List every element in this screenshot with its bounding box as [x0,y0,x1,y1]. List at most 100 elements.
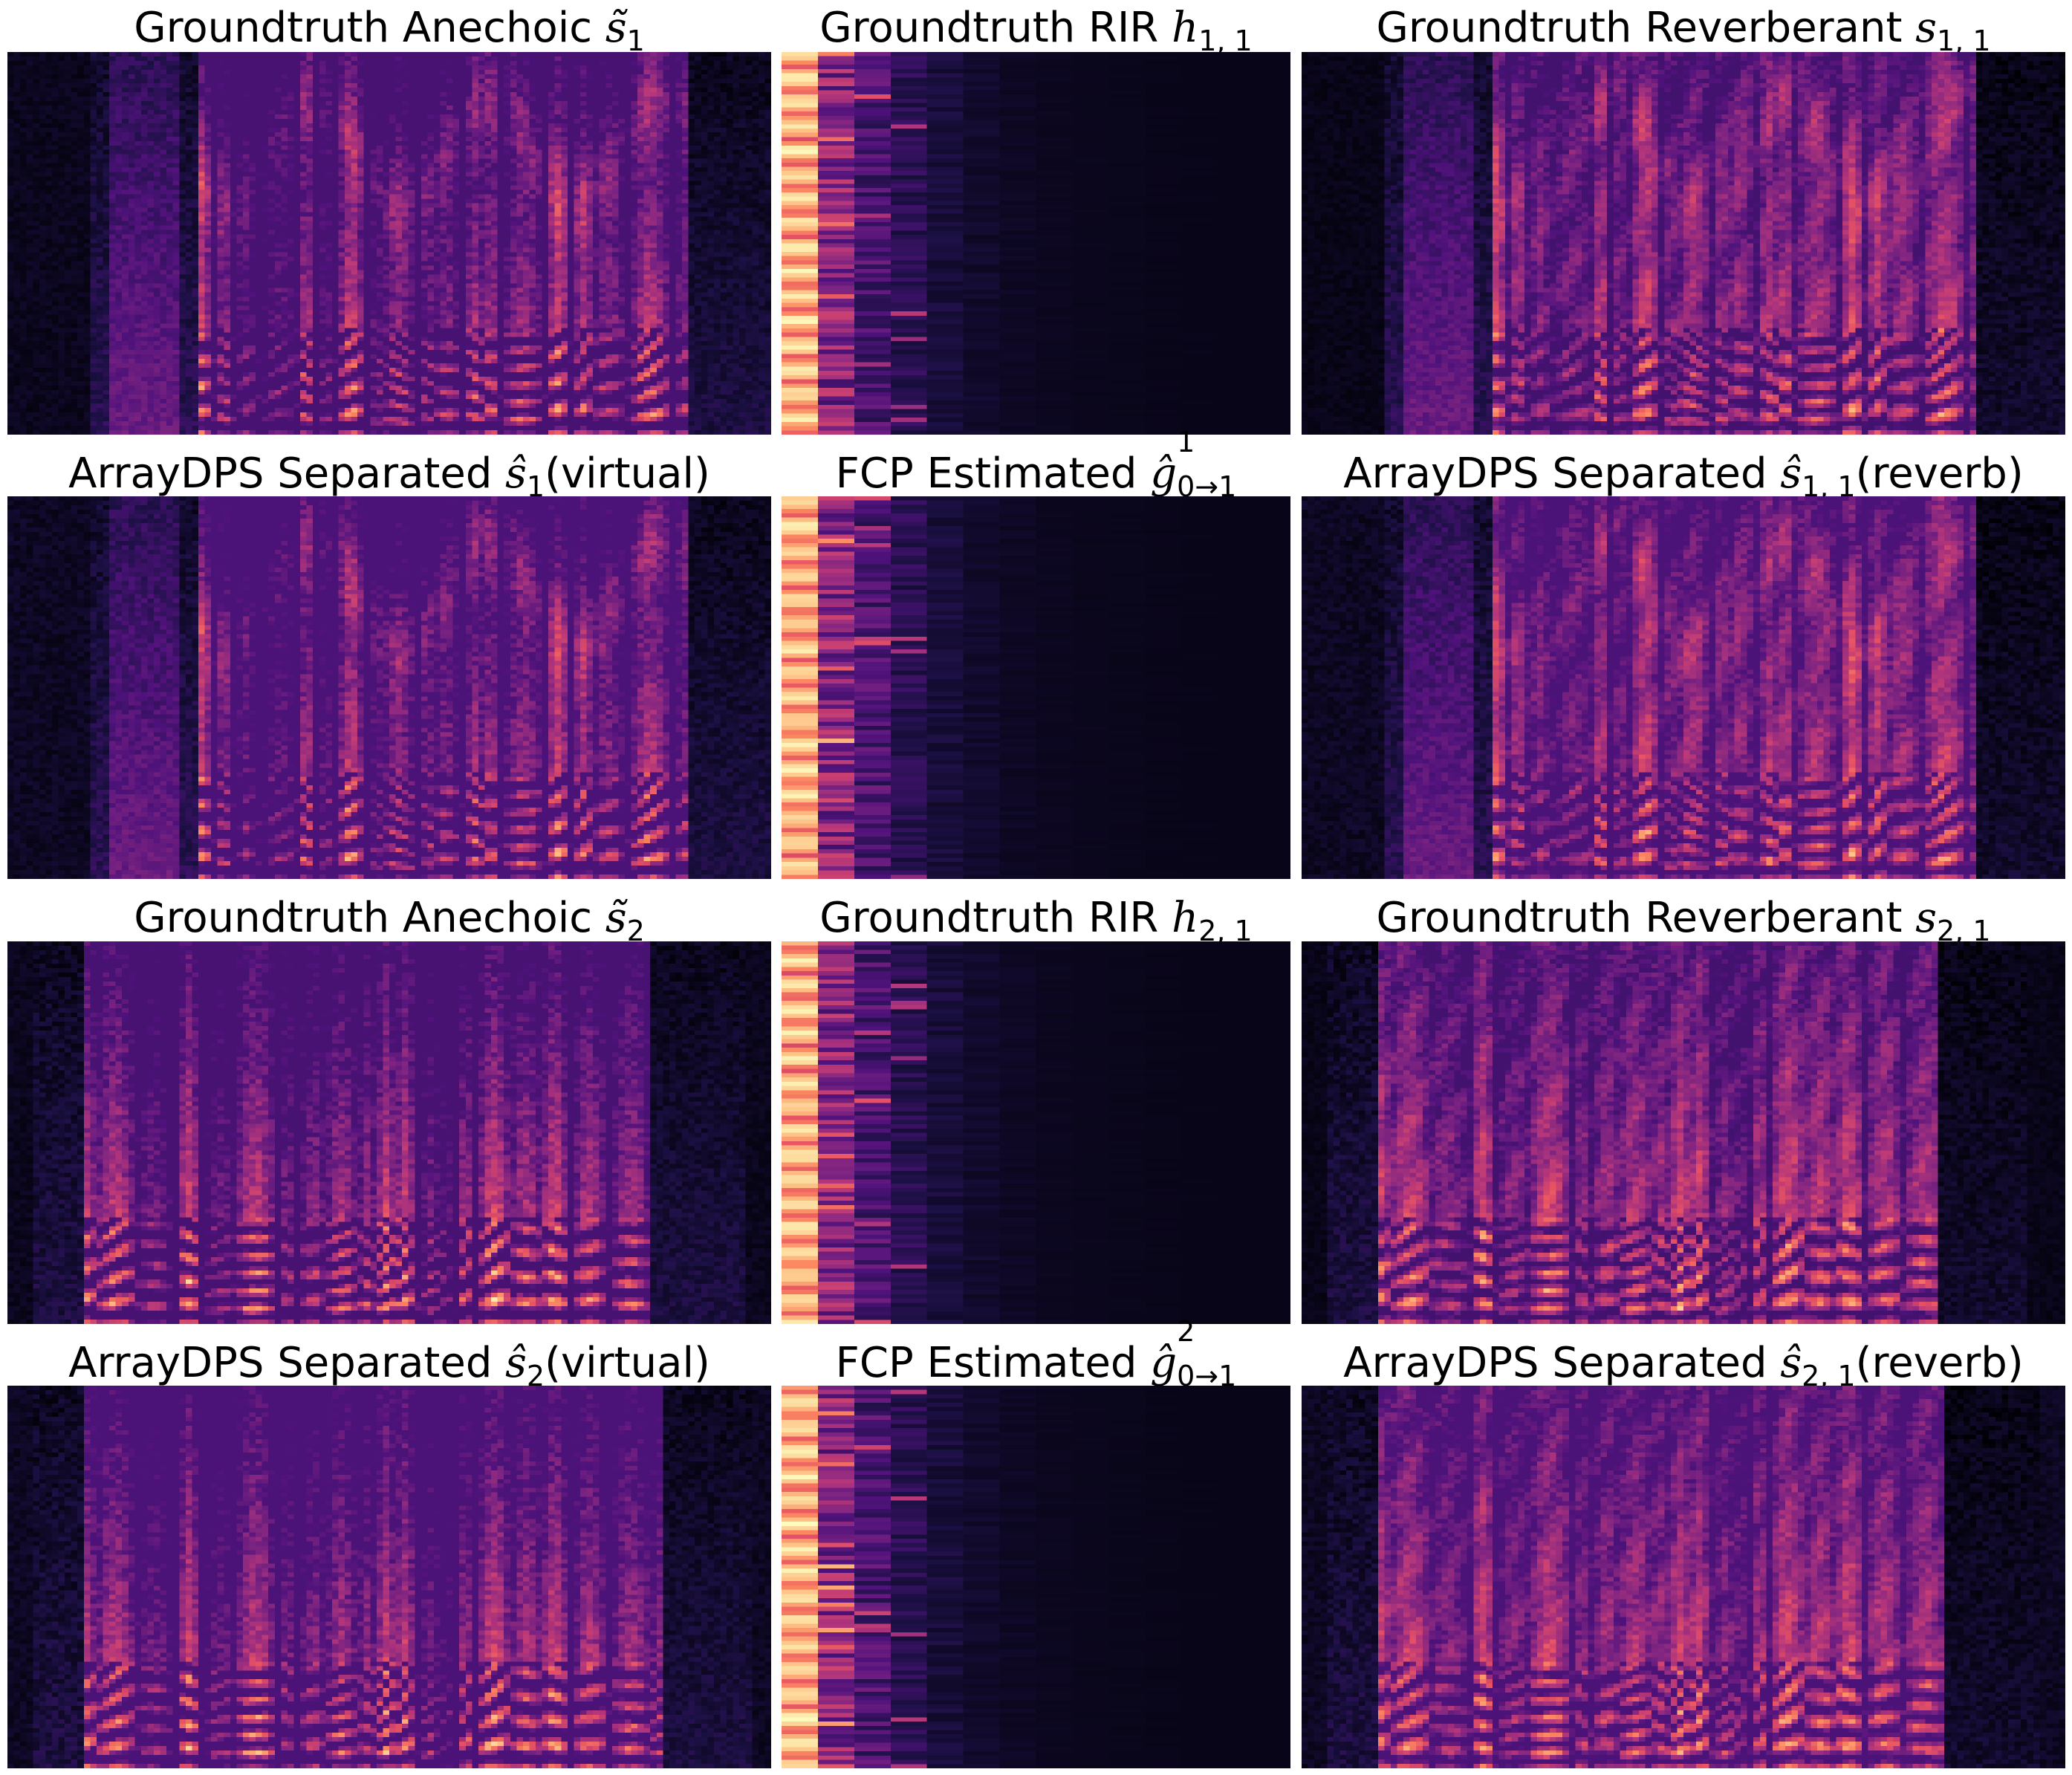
spectrogram-cell [243,168,250,173]
spectrogram-cell [39,52,46,57]
spectrogram-cell [109,283,116,288]
spectrogram-cell [281,265,288,270]
spectrogram-cell [236,350,243,355]
spectrogram-cell [364,155,371,160]
spectrogram-cell [338,421,345,426]
spectrogram-cell [20,56,27,62]
spectrogram-cell [294,296,301,302]
spectrogram-cell [116,172,123,178]
spectrogram-cell [351,88,358,93]
spectrogram-cell [313,172,319,178]
spectrogram-cell [218,110,224,115]
spectrogram-cell [116,186,123,191]
spectrogram-cell [33,74,39,79]
spectrogram-cell [307,221,314,227]
spectrogram-cell [154,221,160,227]
spectrogram-cell [205,368,212,373]
spectrogram-cell [307,395,314,400]
spectrogram-cell [307,377,314,382]
spectrogram-cell [116,97,123,102]
spectrogram-cell [268,288,275,293]
spectrogram-cell [65,123,71,129]
spectrogram-cell [236,83,243,88]
spectrogram-cell [166,403,173,409]
spectrogram-cell [250,363,256,369]
spectrogram-cell [288,88,294,93]
spectrogram-cell [103,310,110,315]
spectrogram-cell [45,114,52,120]
spectrogram-cell [224,101,230,106]
spectrogram-cell [338,390,345,395]
spectrogram-cell [65,252,71,257]
spectrogram-cell [256,270,262,275]
spectrogram-cell [338,239,345,244]
spectrogram-cell [134,359,141,364]
spectrogram-cell [338,386,345,391]
spectrogram-cell [84,305,91,311]
spectrogram-cell [325,408,332,413]
spectrogram-cell [166,377,173,382]
spectrogram-cell [218,345,224,351]
spectrogram-cell [370,310,377,315]
spectrogram-cell [224,195,230,200]
spectrogram-cell [27,61,33,66]
spectrogram-cell [173,345,180,351]
spectrogram-cell [97,395,103,400]
spectrogram-cell [147,288,154,293]
spectrogram-cell [351,114,358,120]
spectrogram-cell [122,52,129,57]
spectrogram-cell [7,381,14,386]
spectrogram-cell [268,181,275,186]
spectrogram-cell [173,283,180,288]
spectrogram-cell [275,265,282,270]
spectrogram-cell [141,261,148,266]
spectrogram-cell [141,159,148,164]
spectrogram-cell [332,279,339,284]
spectrogram-cell [179,417,186,422]
spectrogram-cell [84,97,91,102]
spectrogram-cell [103,408,110,413]
spectrogram-cell [84,186,91,191]
spectrogram-cell [179,359,186,364]
spectrogram-cell [129,247,135,253]
spectrogram-cell [351,386,358,391]
spectrogram-cell [84,296,91,302]
spectrogram-cell [122,377,129,382]
spectrogram-cell [211,363,218,369]
spectrogram-cell [65,426,71,431]
spectrogram-cell [313,70,319,75]
spectrogram-cell [192,186,198,191]
spectrogram-cell [230,123,237,129]
spectrogram-cell [236,314,243,319]
spectrogram-cell [281,132,288,137]
spectrogram-cell [268,114,275,120]
spectrogram-cell [224,359,230,364]
spectrogram-cell [52,56,59,62]
spectrogram-cell [294,395,301,400]
spectrogram-cell [211,314,218,319]
spectrogram-cell [357,159,364,164]
spectrogram-cell [256,341,262,346]
spectrogram-cell [154,163,160,169]
spectrogram-cell [186,110,192,115]
spectrogram-cell [345,114,351,120]
spectrogram-cell [20,83,27,88]
spectrogram-cell [230,146,237,151]
spectrogram-cell [179,256,186,262]
spectrogram-cell [256,195,262,200]
spectrogram-cell [27,168,33,173]
spectrogram-cell [307,390,314,395]
spectrogram-cell [198,244,205,249]
spectrogram-cell [243,159,250,164]
spectrogram-cell [65,137,71,142]
spectrogram-cell [256,354,262,360]
spectrogram-cell [294,217,301,222]
spectrogram-cell [109,421,116,426]
spectrogram-cell [364,421,371,426]
spectrogram-cell [268,239,275,244]
spectrogram-cell [186,146,192,151]
spectrogram-cell [71,163,78,169]
spectrogram-cell [77,79,84,84]
spectrogram-cell [90,110,97,115]
spectrogram-cell [77,345,84,351]
